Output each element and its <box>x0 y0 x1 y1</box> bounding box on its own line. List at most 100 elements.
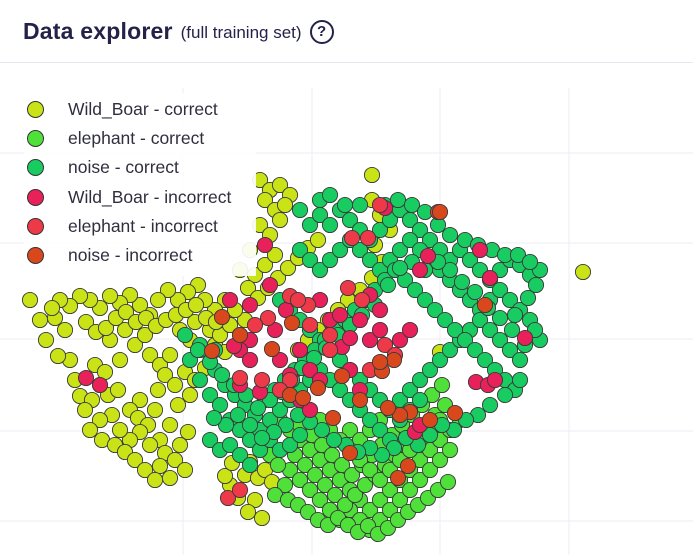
data-point[interactable] <box>256 236 274 254</box>
data-point[interactable] <box>461 251 479 269</box>
data-point[interactable] <box>191 371 209 389</box>
data-point[interactable] <box>481 269 499 287</box>
data-point[interactable] <box>381 481 399 499</box>
data-point[interactable] <box>111 351 129 369</box>
data-point[interactable] <box>241 456 259 474</box>
data-point[interactable] <box>466 283 484 301</box>
data-point[interactable] <box>301 251 319 269</box>
data-point[interactable] <box>421 411 439 429</box>
data-point[interactable] <box>481 321 499 339</box>
data-point[interactable] <box>411 261 429 279</box>
data-point[interactable] <box>301 361 319 379</box>
data-point[interactable] <box>149 291 167 309</box>
data-point[interactable] <box>321 251 339 269</box>
data-point[interactable] <box>229 406 247 424</box>
data-point[interactable] <box>246 491 264 509</box>
data-point[interactable] <box>466 341 484 359</box>
data-point[interactable] <box>91 411 109 429</box>
data-point[interactable] <box>211 396 229 414</box>
data-point[interactable] <box>111 421 129 439</box>
data-point[interactable] <box>431 451 449 469</box>
data-point[interactable] <box>289 291 307 309</box>
data-point[interactable] <box>343 229 361 247</box>
data-point[interactable] <box>361 501 379 519</box>
data-point[interactable] <box>283 314 301 332</box>
data-point[interactable] <box>291 471 309 489</box>
data-point[interactable] <box>221 291 239 309</box>
data-point[interactable] <box>301 401 319 419</box>
data-point[interactable] <box>436 311 454 329</box>
data-point[interactable] <box>149 381 167 399</box>
data-point[interactable] <box>187 296 205 314</box>
data-point[interactable] <box>481 396 499 414</box>
data-point[interactable] <box>269 456 287 474</box>
data-point[interactable] <box>385 439 403 457</box>
data-point[interactable] <box>216 467 234 485</box>
data-point[interactable] <box>371 421 389 439</box>
data-point[interactable] <box>333 367 351 385</box>
data-point[interactable] <box>169 396 187 414</box>
data-point[interactable] <box>301 316 319 334</box>
data-point[interactable] <box>441 341 459 359</box>
data-point[interactable] <box>519 289 537 307</box>
data-point[interactable] <box>181 386 199 404</box>
data-point[interactable] <box>116 321 134 339</box>
data-point[interactable] <box>391 491 409 509</box>
data-point[interactable] <box>171 436 189 454</box>
data-point[interactable] <box>276 196 294 214</box>
data-point[interactable] <box>441 261 459 279</box>
data-point[interactable] <box>205 409 223 427</box>
data-point[interactable] <box>373 446 391 464</box>
data-point[interactable] <box>389 191 407 209</box>
data-point[interactable] <box>476 296 494 314</box>
data-point[interactable] <box>471 311 489 329</box>
data-point[interactable] <box>49 347 67 365</box>
data-point[interactable] <box>491 281 509 299</box>
data-point[interactable] <box>379 399 397 417</box>
data-point[interactable] <box>136 461 154 479</box>
data-point[interactable] <box>241 296 259 314</box>
data-point[interactable] <box>503 321 521 339</box>
data-point[interactable] <box>279 259 297 277</box>
data-point[interactable] <box>371 491 389 509</box>
data-point[interactable] <box>241 351 259 369</box>
data-point[interactable] <box>309 231 327 249</box>
data-point[interactable] <box>301 216 319 234</box>
data-point[interactable] <box>213 308 231 326</box>
data-point[interactable] <box>441 226 459 244</box>
legend-item[interactable]: elephant - incorrect <box>24 212 256 241</box>
data-point[interactable] <box>291 201 309 219</box>
data-point[interactable] <box>456 331 474 349</box>
data-point[interactable] <box>501 291 519 309</box>
data-point[interactable] <box>431 203 449 221</box>
data-point[interactable] <box>506 306 524 324</box>
data-point[interactable] <box>166 376 184 394</box>
data-point[interactable] <box>501 341 519 359</box>
data-point[interactable] <box>351 391 369 409</box>
data-point[interactable] <box>476 351 494 369</box>
data-point[interactable] <box>146 401 164 419</box>
data-point[interactable] <box>353 291 371 309</box>
data-point[interactable] <box>509 246 527 264</box>
data-point[interactable] <box>253 429 271 447</box>
data-point[interactable] <box>189 341 207 359</box>
data-point[interactable] <box>574 263 592 281</box>
data-point[interactable] <box>249 399 267 417</box>
data-point[interactable] <box>291 426 309 444</box>
data-point[interactable] <box>511 351 529 369</box>
data-point[interactable] <box>351 311 369 329</box>
data-point[interactable] <box>351 241 369 259</box>
data-point[interactable] <box>159 281 177 299</box>
data-point[interactable] <box>411 371 429 389</box>
data-point[interactable] <box>346 486 364 504</box>
data-point[interactable] <box>311 491 329 509</box>
data-point[interactable] <box>401 381 419 399</box>
data-point[interactable] <box>511 371 529 389</box>
data-point[interactable] <box>263 340 281 358</box>
data-point[interactable] <box>77 313 95 331</box>
data-point[interactable] <box>391 259 409 277</box>
data-point[interactable] <box>371 353 389 371</box>
data-point[interactable] <box>271 176 289 194</box>
data-point[interactable] <box>221 436 239 454</box>
data-point[interactable] <box>219 489 237 507</box>
